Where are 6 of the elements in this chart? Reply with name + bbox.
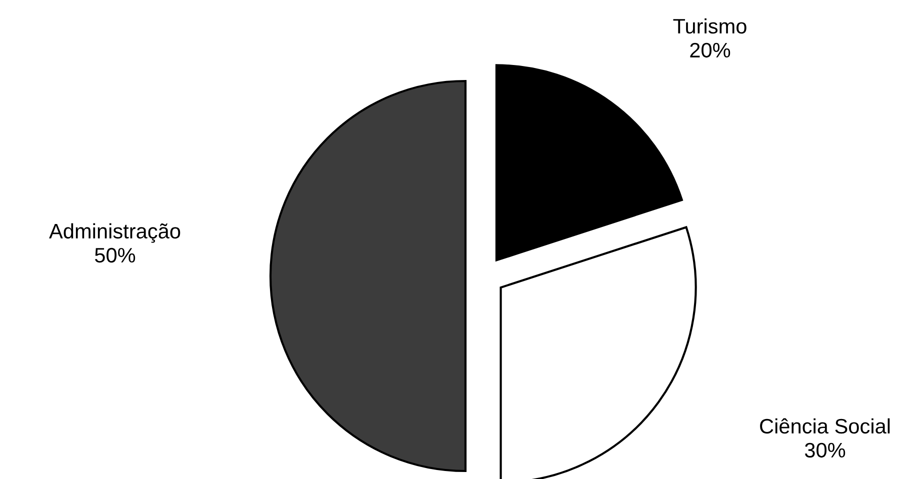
- data-label: 20%: [690, 42, 730, 58]
- slice-label: Administração: [49, 223, 180, 243]
- slice-label: Turismo: [673, 18, 746, 34]
- data-label: 50%: [94, 248, 136, 263]
- slice-label: Ciência Social: [760, 418, 890, 434]
- data-label: 30%: [804, 442, 846, 458]
